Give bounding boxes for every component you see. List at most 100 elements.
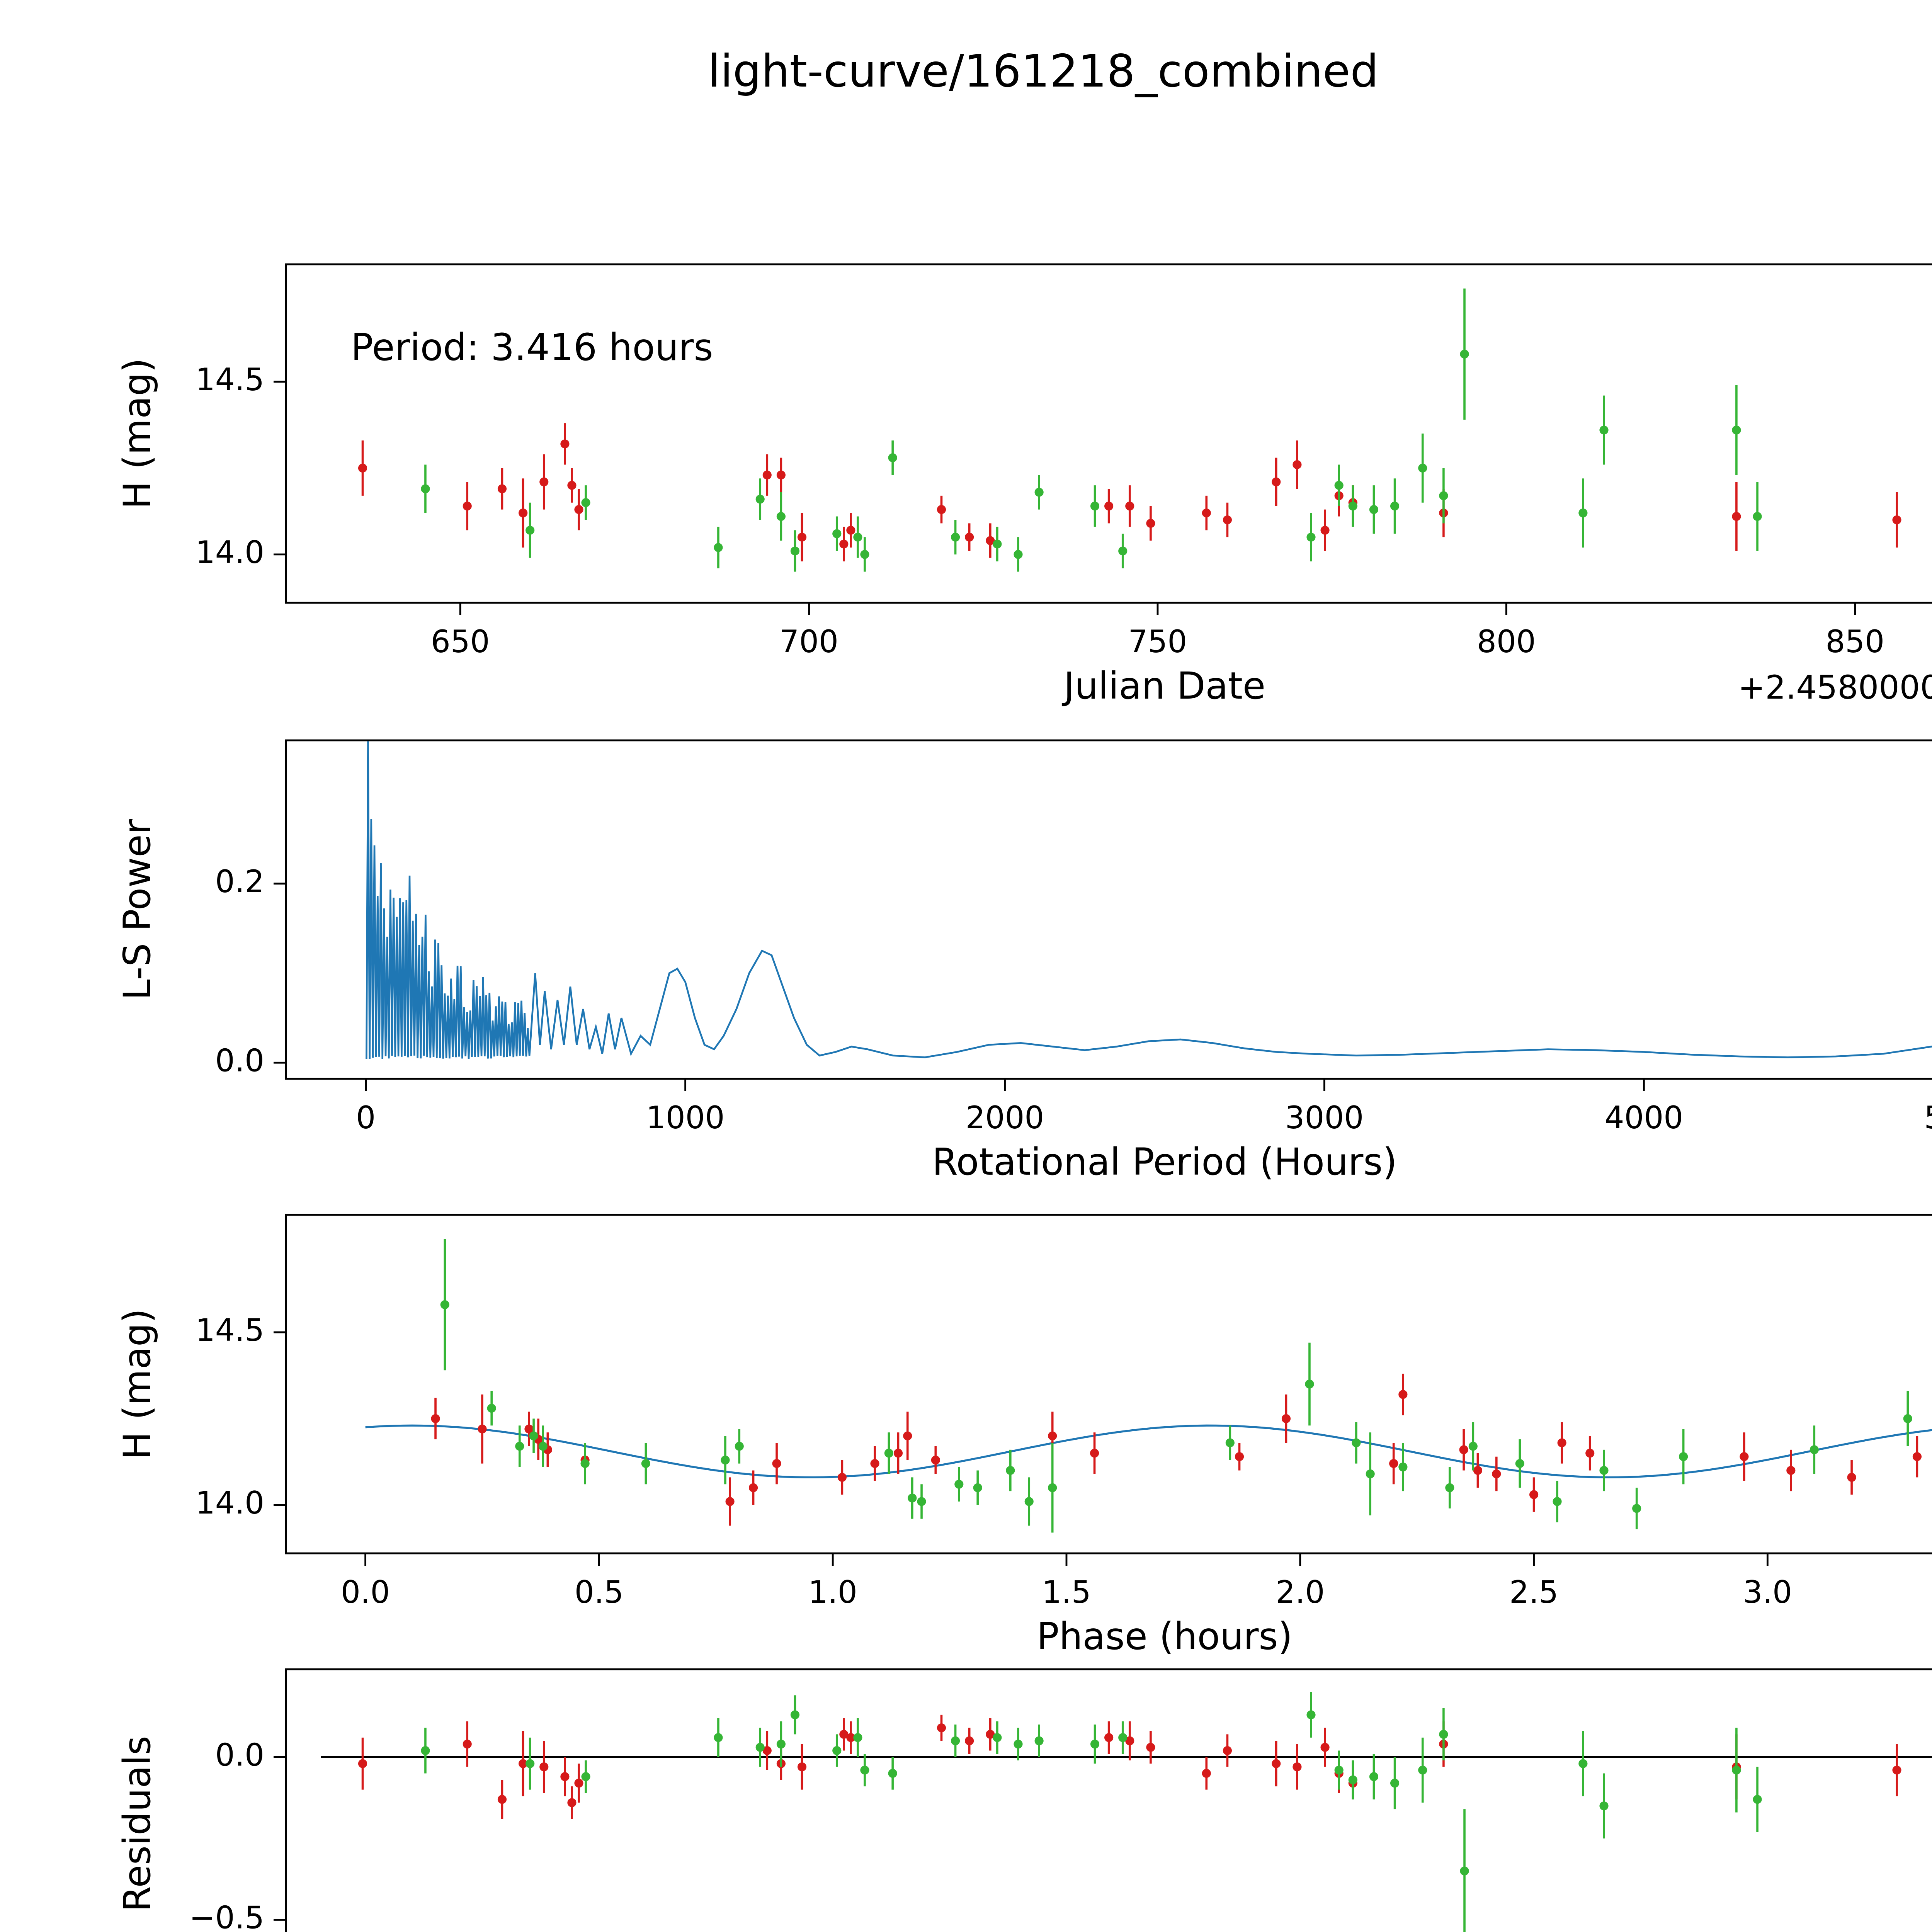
scatter-point: [440, 1300, 449, 1310]
axes-frame: [285, 1214, 1932, 1554]
scatter-point: [421, 484, 430, 493]
scatter-point: [993, 539, 1002, 549]
scatter-point: [1306, 1710, 1316, 1719]
scatter-point: [937, 505, 946, 514]
scatter-point: [539, 477, 549, 486]
scatter-point: [1366, 1469, 1375, 1479]
scatter-point: [1223, 1746, 1232, 1755]
periodogram-line: [366, 741, 1932, 1060]
y-axis-label: H (mag): [116, 1309, 159, 1460]
x-tick-label: 4000: [1605, 1100, 1684, 1136]
scatter-point: [463, 1740, 472, 1749]
y-tick-label: 14.5: [196, 362, 264, 398]
scatter-point: [1272, 477, 1281, 486]
scatter-point: [1786, 1466, 1796, 1475]
y-axis-label: L-S Power: [116, 819, 159, 1000]
x-tick-label: 1.0: [808, 1574, 857, 1610]
dataset-green: [421, 288, 1762, 572]
scatter-point: [870, 1459, 879, 1468]
x-tick-label: 1.5: [1042, 1574, 1091, 1610]
scatter-point: [860, 1765, 869, 1775]
scatter-point: [888, 1769, 897, 1778]
axes-frame: [285, 1668, 1932, 1932]
scatter-point: [515, 1442, 524, 1451]
scatter-point: [1753, 512, 1762, 521]
scatter-point: [832, 529, 842, 538]
x-tick-label: 0.0: [341, 1574, 390, 1610]
y-tick-label: 14.0: [196, 534, 264, 570]
scatter-point: [776, 1740, 786, 1749]
x-tick-label: 2.5: [1509, 1574, 1558, 1610]
scatter-point: [797, 532, 807, 542]
scatter-point: [560, 439, 570, 449]
scatter-point: [776, 470, 786, 480]
x-tick-label: 3.0: [1743, 1574, 1792, 1610]
scatter-point: [973, 1483, 982, 1492]
scatter-point: [529, 1431, 538, 1440]
scatter-point: [1632, 1504, 1641, 1513]
scatter-point: [1024, 1497, 1034, 1506]
scatter-point: [917, 1497, 926, 1506]
scatter-point: [1585, 1449, 1595, 1458]
scatter-point: [1389, 1459, 1398, 1468]
x-tick-label: 850: [1825, 624, 1884, 660]
y-tick-label: 0.2: [215, 864, 264, 900]
scatter-point: [519, 1759, 528, 1768]
scatter-point: [993, 1733, 1002, 1742]
scatter-point: [776, 512, 786, 521]
scatter-point: [478, 1424, 487, 1434]
scatter-point: [1202, 1769, 1211, 1778]
scatter-point: [539, 1762, 549, 1772]
scatter-point: [526, 526, 535, 535]
scatter-point: [574, 505, 583, 514]
panel-light-curve: 650 700 750 800 850 14.0 14.5 Julian Date H (mag…: [116, 263, 1932, 707]
scatter-point: [358, 463, 367, 473]
y-tick-label: 14.5: [196, 1312, 264, 1348]
scatter-point: [846, 1733, 855, 1742]
scatter-point: [567, 481, 577, 490]
scatter-point: [954, 1480, 964, 1489]
scatter-point: [1753, 1795, 1762, 1804]
scatter-point: [951, 1736, 960, 1745]
scatter-point: [1048, 1483, 1057, 1492]
scatter-point: [538, 1442, 548, 1451]
scatter-point: [748, 1483, 758, 1492]
scatter-point: [431, 1414, 440, 1423]
period-annotation: Period: 3.416 hours: [351, 326, 713, 369]
scatter-point: [790, 546, 800, 556]
scatter-point: [846, 526, 855, 535]
scatter-point: [1281, 1414, 1291, 1423]
scatter-point: [519, 508, 528, 518]
axes-frame: [285, 263, 1932, 604]
plot-area: [366, 741, 1932, 1060]
y-tick-label: 0.0: [215, 1737, 264, 1773]
x-axis-offset-label: +2.4580000000e6: [1738, 668, 1932, 706]
scatter-point: [1034, 488, 1044, 497]
scatter-point: [853, 1733, 862, 1742]
x-tick-label: 650: [431, 624, 490, 660]
scatter-point: [1679, 1452, 1688, 1461]
dataset-red: [431, 1374, 1922, 1526]
scatter-point: [1418, 1765, 1427, 1775]
scatter-point: [1146, 1743, 1155, 1752]
scatter-point: [839, 539, 849, 549]
y-tick-label: 0.0: [215, 1043, 264, 1078]
x-tick-label: 2.0: [1276, 1574, 1325, 1610]
scatter-point: [1398, 1462, 1408, 1472]
x-axis-label: Phase (hours): [1037, 1615, 1293, 1658]
scatter-point: [1398, 1390, 1408, 1399]
scatter-point: [721, 1456, 730, 1465]
scatter-point: [839, 1730, 849, 1739]
scatter-point: [735, 1442, 744, 1451]
scatter-point: [358, 1759, 367, 1768]
scatter-point: [463, 502, 472, 511]
scatter-point: [1090, 1449, 1099, 1458]
y-axis-label: Residuals: [116, 1736, 159, 1912]
scatter-point: [1578, 508, 1588, 518]
x-tick-label: 2000: [966, 1100, 1044, 1136]
scatter-point: [1348, 1775, 1357, 1784]
scatter-point: [641, 1459, 650, 1468]
x-tick-label: 0: [356, 1100, 376, 1136]
